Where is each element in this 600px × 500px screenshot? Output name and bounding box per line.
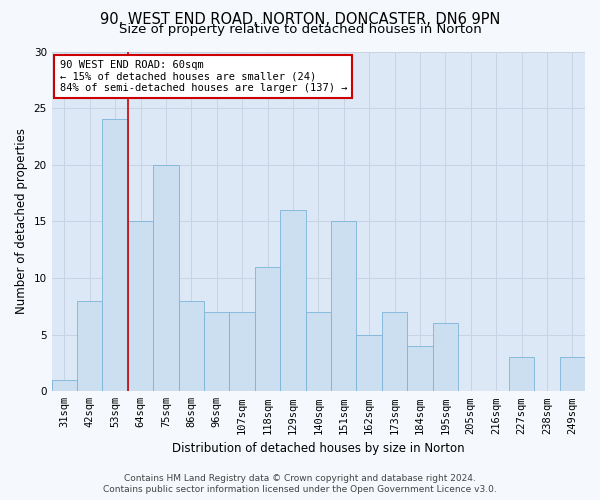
Bar: [103, 120, 128, 392]
Text: 90 WEST END ROAD: 60sqm
← 15% of detached houses are smaller (24)
84% of semi-de: 90 WEST END ROAD: 60sqm ← 15% of detache…: [59, 60, 347, 93]
Bar: [407, 346, 433, 392]
Bar: [77, 300, 103, 392]
X-axis label: Distribution of detached houses by size in Norton: Distribution of detached houses by size …: [172, 442, 464, 455]
Bar: [331, 222, 356, 392]
Bar: [560, 358, 585, 392]
Bar: [382, 312, 407, 392]
Bar: [433, 324, 458, 392]
Bar: [509, 358, 534, 392]
Bar: [280, 210, 305, 392]
Bar: [153, 165, 179, 392]
Bar: [179, 300, 204, 392]
Bar: [255, 266, 280, 392]
Bar: [356, 334, 382, 392]
Bar: [128, 222, 153, 392]
Text: Size of property relative to detached houses in Norton: Size of property relative to detached ho…: [119, 24, 481, 36]
Bar: [52, 380, 77, 392]
Text: 90, WEST END ROAD, NORTON, DONCASTER, DN6 9PN: 90, WEST END ROAD, NORTON, DONCASTER, DN…: [100, 12, 500, 28]
Y-axis label: Number of detached properties: Number of detached properties: [15, 128, 28, 314]
Text: Contains HM Land Registry data © Crown copyright and database right 2024.
Contai: Contains HM Land Registry data © Crown c…: [103, 474, 497, 494]
Bar: [305, 312, 331, 392]
Bar: [229, 312, 255, 392]
Bar: [204, 312, 229, 392]
